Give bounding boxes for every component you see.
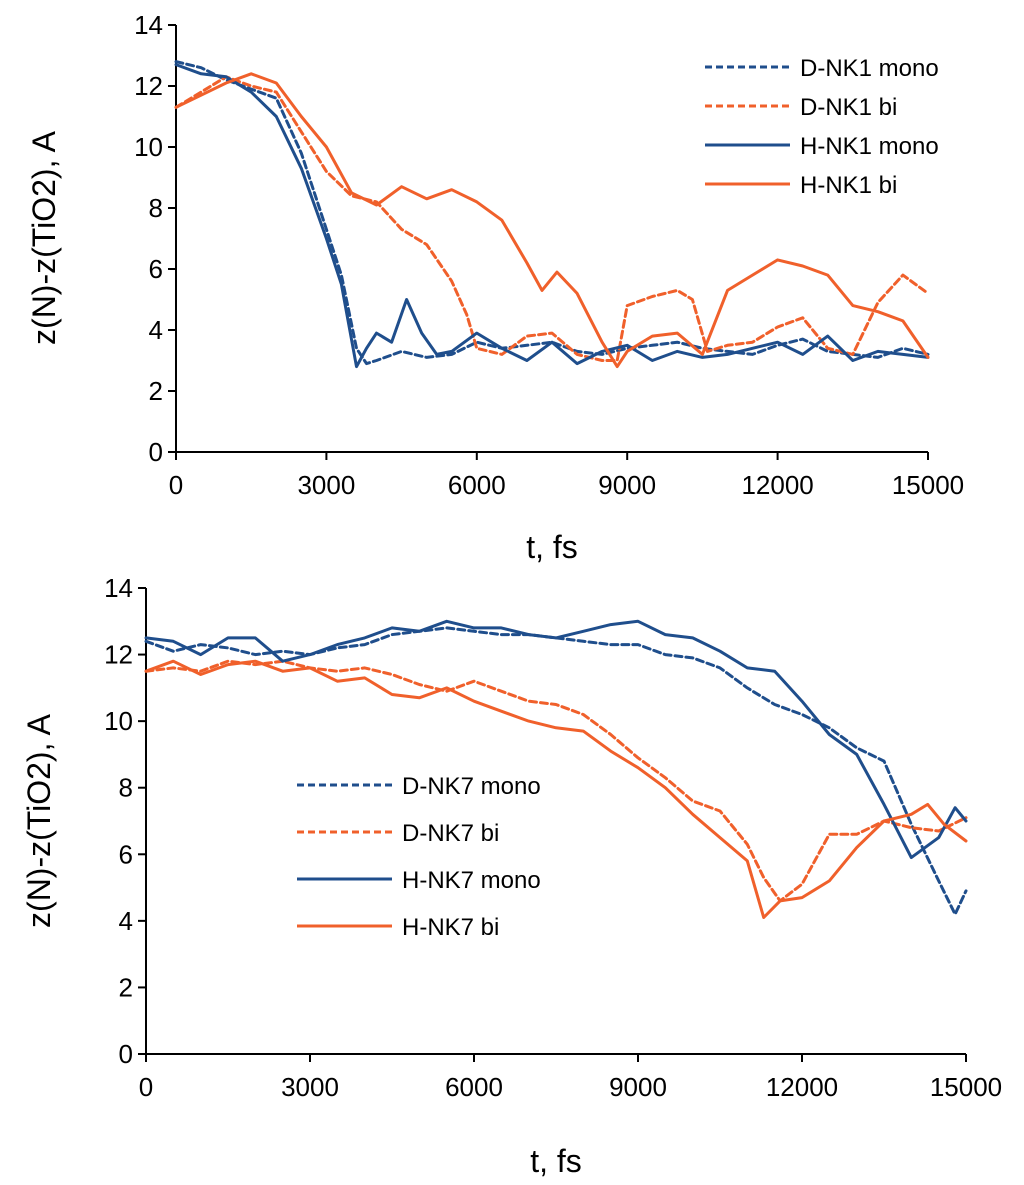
legend-label: D-NK7 mono bbox=[402, 773, 541, 800]
legend-label: D-NK1 bi bbox=[800, 94, 897, 121]
chart-nk7: 0 2 4 6 8 10 12 14 0 3000 6000 9000 12000 15000 t, fs z… bbox=[21, 573, 1002, 1179]
y-tick-label: 0 bbox=[149, 437, 163, 467]
x-tick-label: 3000 bbox=[281, 1072, 339, 1102]
y-axis-label: z(N)-z(TiO2), A bbox=[21, 713, 57, 928]
legend-label: D-NK7 bi bbox=[402, 820, 499, 847]
y-tick-label: 6 bbox=[149, 254, 163, 284]
legend-label: H-NK1 bi bbox=[800, 172, 897, 199]
y-tick-label: 12 bbox=[134, 71, 163, 101]
series-line-h-nk1-mono bbox=[174, 63, 930, 369]
x-tick-label: 15000 bbox=[892, 470, 964, 500]
x-tick-label: 12000 bbox=[766, 1072, 838, 1102]
y-tick-label: 12 bbox=[104, 640, 133, 670]
x-tick-label: 15000 bbox=[930, 1072, 1002, 1102]
y-tick-label: 8 bbox=[149, 193, 163, 223]
series-line-h-nk7-bi bbox=[144, 659, 968, 919]
legend-label: D-NK1 mono bbox=[800, 55, 939, 82]
x-tick-label: 6000 bbox=[445, 1072, 503, 1102]
y-tick-label: 0 bbox=[119, 1039, 133, 1069]
legend-label: H-NK7 bi bbox=[402, 914, 499, 941]
chart-nk1: 0 2 4 6 8 10 12 14 0 3000 6000 9000 12000 15000 t, fs z… bbox=[26, 10, 964, 565]
x-axis-label: t, fs bbox=[526, 529, 578, 565]
series-line-d-nk1-mono bbox=[174, 60, 930, 366]
x-tick-label: 9000 bbox=[598, 470, 656, 500]
x-tick-label: 12000 bbox=[741, 470, 813, 500]
y-tick-label: 14 bbox=[134, 10, 163, 40]
x-tick-label: 9000 bbox=[609, 1072, 667, 1102]
x-tick-label: 0 bbox=[139, 1072, 153, 1102]
x-tick-label: 3000 bbox=[297, 470, 355, 500]
x-tick-label: 0 bbox=[169, 470, 183, 500]
y-tick-label: 4 bbox=[149, 315, 163, 345]
x-tick-label: 6000 bbox=[448, 470, 506, 500]
y-tick-label: 8 bbox=[119, 773, 133, 803]
y-tick-label: 6 bbox=[119, 839, 133, 869]
series-line-h-nk7-mono bbox=[144, 619, 968, 860]
series-line-d-nk7-bi bbox=[144, 659, 968, 903]
y-tick-label: 2 bbox=[149, 376, 163, 406]
y-tick-label: 10 bbox=[104, 706, 133, 736]
y-tick-label: 10 bbox=[134, 132, 163, 162]
y-tick-label: 2 bbox=[119, 972, 133, 1002]
legend-label: H-NK7 mono bbox=[402, 867, 541, 894]
series-line-h-nk1-bi bbox=[174, 72, 930, 369]
y-axis-label: z(N)-z(TiO2), A bbox=[26, 130, 62, 345]
legend-label: H-NK1 mono bbox=[800, 133, 939, 160]
y-tick-label: 14 bbox=[104, 573, 133, 603]
series-line-d-nk1-bi bbox=[174, 75, 930, 362]
y-tick-label: 4 bbox=[119, 906, 133, 936]
x-axis-label: t, fs bbox=[530, 1143, 582, 1179]
series-line-d-nk7-mono bbox=[144, 626, 968, 916]
